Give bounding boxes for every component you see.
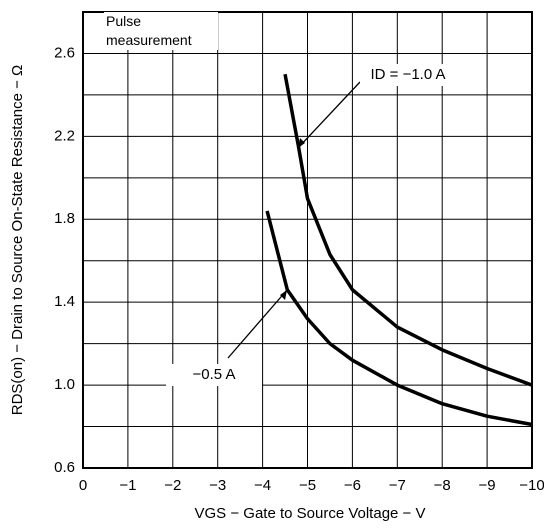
y-tick-label: 2.2	[54, 127, 75, 144]
x-axis-label: VGS − Gate to Source Voltage − V	[195, 505, 426, 522]
y-tick-label: 1.0	[54, 376, 75, 393]
y-tick-label: 1.8	[54, 210, 75, 227]
arrow	[297, 81, 361, 149]
y-tick-label: 1.4	[54, 293, 75, 310]
x-tick-label: −10	[519, 477, 544, 494]
x-tick-label: −2	[164, 477, 181, 494]
label-bg	[166, 364, 262, 386]
x-tick-label: −5	[299, 477, 316, 494]
series-label: −0.5 A	[193, 366, 236, 383]
series-line	[265, 210, 533, 427]
x-tick-label: −3	[209, 477, 226, 494]
x-tick-label: −9	[479, 477, 496, 494]
x-tick-label: 0	[79, 477, 87, 494]
series-label: ID = −1.0 A	[370, 66, 445, 83]
arrow-head	[280, 290, 287, 300]
label-bg	[360, 64, 456, 86]
y-tick-label: 0.6	[54, 459, 75, 476]
x-tick-label: −7	[389, 477, 406, 494]
annotation: Pulse measurement	[104, 12, 218, 50]
x-tick-label: −1	[119, 477, 136, 494]
x-tick-label: −8	[434, 477, 451, 494]
arrow	[227, 289, 288, 359]
series-line	[283, 73, 533, 387]
x-tick-label: −4	[254, 477, 271, 494]
y-axis-label: RDS(on) − Drain to Source On-State Resis…	[9, 65, 26, 416]
x-tick-label: −6	[344, 477, 361, 494]
plot-frame	[82, 11, 533, 469]
y-tick-label: 2.6	[54, 44, 75, 61]
